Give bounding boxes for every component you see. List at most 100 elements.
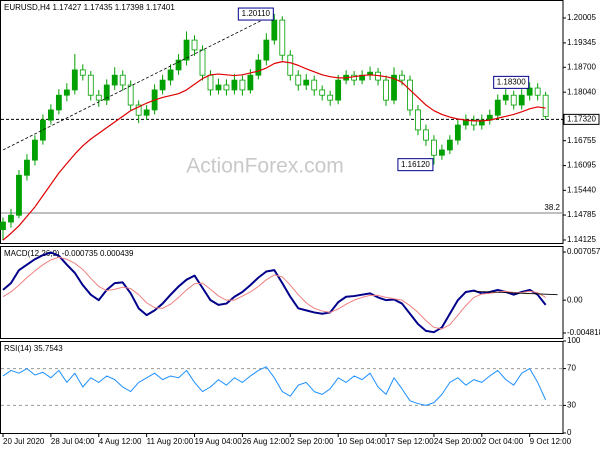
candle-body	[311, 79, 318, 91]
annotation-label: 1.18300	[497, 77, 526, 86]
x-tick-label: 17 Sep 12:00	[386, 437, 434, 446]
y-tick-label: 100	[567, 336, 581, 345]
candle-body	[518, 94, 525, 106]
x-tick-label: 9 Oct 12:00	[530, 437, 572, 446]
candle-body	[446, 139, 453, 151]
candle-body	[24, 159, 30, 176]
candle-body	[79, 69, 86, 76]
candle-body	[319, 89, 326, 96]
candle-body	[40, 119, 46, 141]
x-tick-label: 2 Oct 04:00	[482, 437, 524, 446]
x-tick-label: 10 Sep 04:00	[338, 437, 386, 446]
y-tick-label: 0	[567, 428, 572, 437]
candle-body	[239, 79, 246, 91]
candle-body	[215, 84, 222, 91]
y-tick-label: 70	[567, 364, 576, 373]
candle-body	[119, 74, 126, 86]
candle-body	[407, 79, 413, 111]
candle-body	[335, 79, 342, 101]
candle-body	[470, 119, 477, 126]
series-line	[2, 256, 546, 330]
annotation-box	[237, 7, 274, 21]
y-tick-label: 1.14785	[567, 210, 596, 219]
candle-body	[438, 149, 445, 156]
candle-body	[247, 74, 254, 91]
candle-body	[159, 79, 166, 91]
candle-body	[71, 69, 78, 91]
candle-body	[103, 84, 110, 101]
candle-body	[111, 74, 118, 86]
panel-title: MACD(12,26,9) -0.000735 0.000439	[4, 249, 134, 258]
annotation-box	[397, 158, 434, 172]
y-tick-label: 1.19345	[567, 38, 596, 47]
candle-body	[135, 104, 142, 116]
candle-body	[510, 94, 517, 106]
annotation-label: 1.20110	[242, 9, 271, 18]
annotation-box	[493, 75, 530, 89]
x-tick-label: 24 Sep 20:00	[434, 437, 482, 446]
x-tick-label: 20 Jul 2020	[3, 437, 45, 446]
candle-body	[0, 221, 6, 230]
candle-body	[16, 174, 22, 216]
candle-body	[191, 39, 198, 51]
candle-body	[454, 124, 461, 141]
y-tick-label: 1.16755	[567, 136, 596, 145]
y-tick-label: 1.14125	[567, 235, 596, 244]
y-tick-label: 30	[567, 401, 576, 410]
candle-body	[534, 87, 541, 96]
y-tick-label: 1.18040	[567, 87, 596, 96]
candle-body	[391, 74, 397, 101]
watermark: ActionForex.com	[186, 155, 344, 178]
candle-body	[199, 49, 206, 76]
candle-body	[95, 94, 102, 101]
y-tick-label: -0.004818	[567, 328, 600, 337]
x-tick-label: 4 Aug 12:00	[99, 437, 142, 446]
y-tick-label: 1.20005	[567, 13, 596, 22]
candle-body	[526, 87, 533, 96]
series-line	[2, 251, 547, 334]
candle-body	[502, 94, 509, 101]
candle-body	[63, 89, 70, 96]
candle-body	[295, 74, 302, 86]
y-tick-label: 1.18700	[567, 62, 596, 71]
panel-frame	[0, 0, 564, 244]
candle-body	[478, 119, 485, 126]
current-price-label: 1.17320	[567, 114, 596, 123]
candle-body	[279, 19, 286, 56]
candle-body	[494, 99, 501, 116]
x-tick-label: 2 Sep 20:00	[290, 437, 334, 446]
y-tick-label: 1.16095	[567, 161, 596, 170]
x-tick-label: 19 Aug 04:00	[195, 437, 243, 446]
candle-body	[415, 109, 421, 131]
candle-body	[263, 39, 270, 61]
candle-body	[327, 94, 334, 101]
x-tick-label: 11 Aug 20:00	[147, 437, 194, 446]
candle-body	[47, 109, 54, 121]
x-tick-label: 26 Aug 12:00	[242, 437, 290, 446]
candle-body	[8, 214, 14, 223]
candle-body	[271, 19, 278, 41]
candle-body	[542, 94, 549, 117]
candle-body	[303, 79, 310, 86]
trendline	[2, 13, 275, 151]
panel-frame	[0, 246, 564, 339]
candle-body	[167, 69, 174, 81]
candle-body	[255, 59, 262, 76]
panel-title: EURUSD,H4 1.17427 1.17435 1.17398 1.1740…	[4, 3, 175, 12]
candle-body	[223, 84, 230, 91]
series-line	[2, 366, 547, 406]
candle-body	[423, 129, 429, 141]
annotation-label: 1.16120	[401, 160, 430, 169]
x-tick-label: 28 Jul 04:00	[51, 437, 95, 446]
candle-body	[207, 74, 214, 91]
candle-body	[399, 74, 405, 81]
candle-body	[287, 54, 294, 76]
fib-label: 38.2	[544, 203, 560, 212]
candle-body	[383, 79, 389, 101]
candle-body	[87, 74, 94, 96]
candle-body	[183, 39, 190, 61]
candle-body	[143, 109, 150, 116]
y-tick-label: 0.00	[567, 295, 583, 304]
panel-frame	[0, 341, 564, 434]
